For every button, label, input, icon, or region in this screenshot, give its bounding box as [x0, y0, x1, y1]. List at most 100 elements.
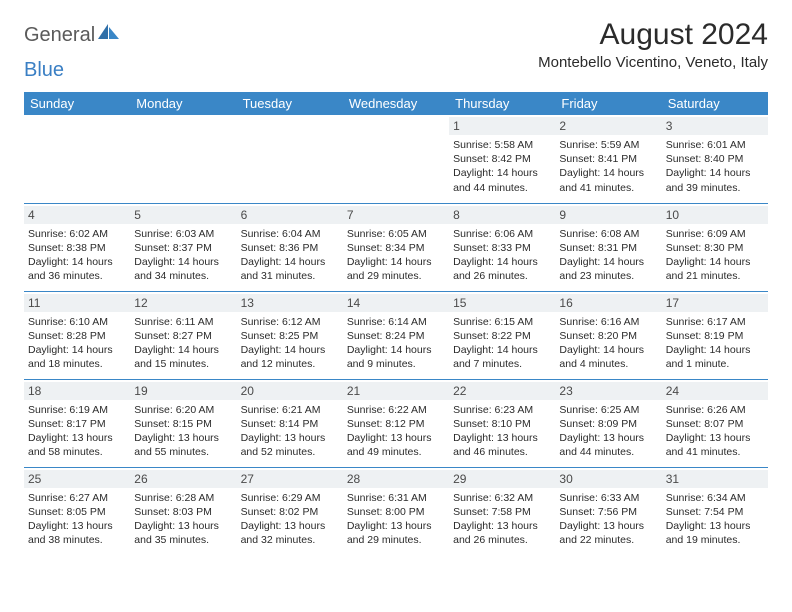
day-number: 30 [555, 470, 661, 488]
calendar-cell: 8 Sunrise: 6:06 AMSunset: 8:33 PMDaylight… [449, 203, 555, 291]
day-number: 23 [555, 382, 661, 400]
title-block: August 2024 Montebello Vicentino, Veneto… [538, 18, 768, 71]
calendar-cell: 25 Sunrise: 6:27 AMSunset: 8:05 PMDayligh… [24, 467, 130, 555]
day-info: Sunrise: 6:25 AMSunset: 8:09 PMDaylight:… [559, 403, 657, 460]
calendar-cell: 13Sunrise: 6:12 AMSunset: 8:25 PMDayligh… [237, 291, 343, 379]
day-number: 19 [130, 382, 236, 400]
day-number: 13 [237, 294, 343, 312]
calendar-cell [237, 115, 343, 203]
month-title: August 2024 [538, 18, 768, 52]
day-number: 11 [24, 294, 130, 312]
dow-tuesday: Tuesday [237, 92, 343, 115]
day-info: Sunrise: 6:17 AMSunset: 8:19 PMDaylight:… [666, 315, 764, 372]
day-info: Sunrise: 6:26 AMSunset: 8:07 PMDaylight:… [666, 403, 764, 460]
calendar-cell: 1Sunrise: 5:58 AMSunset: 8:42 PMDaylight… [449, 115, 555, 203]
day-info: Sunrise: 6:19 AMSunset: 8:17 PMDaylight:… [28, 403, 126, 460]
calendar-cell [130, 115, 236, 203]
day-info: Sunrise: 6:01 AMSunset: 8:40 PMDaylight:… [666, 138, 764, 195]
calendar-cell: 18 Sunrise: 6:19 AMSunset: 8:17 PMDayligh… [24, 379, 130, 467]
dow-wednesday: Wednesday [343, 92, 449, 115]
dow-friday: Friday [555, 92, 661, 115]
day-number: 4 [24, 206, 130, 224]
calendar-week-row: 11 Sunrise: 6:10 AMSunset: 8:28 PMDayligh… [24, 291, 768, 379]
day-info: Sunrise: 6:29 AMSunset: 8:02 PMDaylight:… [241, 491, 339, 548]
day-number: 20 [237, 382, 343, 400]
day-info: Sunrise: 6:09 AMSunset: 8:30 PMDaylight:… [666, 227, 764, 284]
day-number: 8 [449, 206, 555, 224]
day-info: Sunrise: 6:15 AMSunset: 8:22 PMDaylight:… [453, 315, 551, 372]
calendar-page: General August 2024 Montebello Vicentino… [0, 0, 792, 555]
day-number: 22 [449, 382, 555, 400]
day-info: Sunrise: 6:16 AMSunset: 8:20 PMDaylight:… [559, 315, 657, 372]
day-number: 15 [449, 294, 555, 312]
day-info: Sunrise: 6:11 AMSunset: 8:27 PMDaylight:… [134, 315, 232, 372]
day-info: Sunrise: 6:31 AMSunset: 8:00 PMDaylight:… [347, 491, 445, 548]
day-number: 28 [343, 470, 449, 488]
day-info: Sunrise: 6:21 AMSunset: 8:14 PMDaylight:… [241, 403, 339, 460]
calendar-week-row: 25 Sunrise: 6:27 AMSunset: 8:05 PMDayligh… [24, 467, 768, 555]
day-number: 17 [662, 294, 768, 312]
day-number: 26 [130, 470, 236, 488]
calendar-cell: 30 Sunrise: 6:33 AMSunset: 7:56 PMDayligh… [555, 467, 661, 555]
calendar-cell: 5Sunrise: 6:03 AMSunset: 8:37 PMDaylight… [130, 203, 236, 291]
day-number: 31 [662, 470, 768, 488]
dow-thursday: Thursday [449, 92, 555, 115]
day-number: 7 [343, 206, 449, 224]
day-info: Sunrise: 6:34 AMSunset: 7:54 PMDaylight:… [666, 491, 764, 548]
day-number: 25 [24, 470, 130, 488]
calendar-cell: 11 Sunrise: 6:10 AMSunset: 8:28 PMDayligh… [24, 291, 130, 379]
calendar-cell: 20 Sunrise: 6:21 AMSunset: 8:14 PMDayligh… [237, 379, 343, 467]
day-info: Sunrise: 6:23 AMSunset: 8:10 PMDaylight:… [453, 403, 551, 460]
day-info: Sunrise: 6:04 AMSunset: 8:36 PMDaylight:… [241, 227, 339, 284]
calendar-table: Sunday Monday Tuesday Wednesday Thursday… [24, 92, 768, 555]
day-info: Sunrise: 6:05 AMSunset: 8:34 PMDaylight:… [347, 227, 445, 284]
brand-part2: Blue [24, 59, 64, 82]
calendar-cell: 10 Sunrise: 6:09 AMSunset: 8:30 PMDayligh… [662, 203, 768, 291]
day-number: 21 [343, 382, 449, 400]
day-info: Sunrise: 6:32 AMSunset: 7:58 PMDaylight:… [453, 491, 551, 548]
day-number: 10 [662, 206, 768, 224]
day-number: 5 [130, 206, 236, 224]
calendar-cell: 19 Sunrise: 6:20 AMSunset: 8:15 PMDayligh… [130, 379, 236, 467]
calendar-cell: 16 Sunrise: 6:16 AMSunset: 8:20 PMDayligh… [555, 291, 661, 379]
day-number: 12 [130, 294, 236, 312]
day-number: 6 [237, 206, 343, 224]
calendar-cell [343, 115, 449, 203]
day-number: 27 [237, 470, 343, 488]
calendar-cell: 26 Sunrise: 6:28 AMSunset: 8:03 PMDayligh… [130, 467, 236, 555]
day-info: Sunrise: 6:27 AMSunset: 8:05 PMDaylight:… [28, 491, 126, 548]
calendar-cell: 29Sunrise: 6:32 AMSunset: 7:58 PMDayligh… [449, 467, 555, 555]
brand-part1: General [24, 24, 95, 47]
calendar-cell: 27 Sunrise: 6:29 AMSunset: 8:02 PMDayligh… [237, 467, 343, 555]
day-number: 3 [662, 117, 768, 135]
calendar-cell: 3 Sunrise: 6:01 AMSunset: 8:40 PMDaylight… [662, 115, 768, 203]
day-number: 2 [555, 117, 661, 135]
calendar-cell: 2Sunrise: 5:59 AMSunset: 8:41 PMDaylight… [555, 115, 661, 203]
dow-sunday: Sunday [24, 92, 130, 115]
day-number: 16 [555, 294, 661, 312]
calendar-cell: 23 Sunrise: 6:25 AMSunset: 8:09 PMDayligh… [555, 379, 661, 467]
calendar-cell: 4Sunrise: 6:02 AMSunset: 8:38 PMDaylight… [24, 203, 130, 291]
day-number: 14 [343, 294, 449, 312]
calendar-week-row: 1Sunrise: 5:58 AMSunset: 8:42 PMDaylight… [24, 115, 768, 203]
day-of-week-row: Sunday Monday Tuesday Wednesday Thursday… [24, 92, 768, 115]
dow-monday: Monday [130, 92, 236, 115]
calendar-cell: 28 Sunrise: 6:31 AMSunset: 8:00 PMDayligh… [343, 467, 449, 555]
calendar-cell: 12 Sunrise: 6:11 AMSunset: 8:27 PMDayligh… [130, 291, 236, 379]
day-number: 24 [662, 382, 768, 400]
calendar-cell: 24 Sunrise: 6:26 AMSunset: 8:07 PMDayligh… [662, 379, 768, 467]
day-number: 1 [449, 117, 555, 135]
day-info: Sunrise: 6:20 AMSunset: 8:15 PMDaylight:… [134, 403, 232, 460]
calendar-cell: 31 Sunrise: 6:34 AMSunset: 7:54 PMDayligh… [662, 467, 768, 555]
day-info: Sunrise: 6:10 AMSunset: 8:28 PMDaylight:… [28, 315, 126, 372]
calendar-cell: 14Sunrise: 6:14 AMSunset: 8:24 PMDayligh… [343, 291, 449, 379]
day-info: Sunrise: 6:08 AMSunset: 8:31 PMDaylight:… [559, 227, 657, 284]
day-info: Sunrise: 6:06 AMSunset: 8:33 PMDaylight:… [453, 227, 551, 284]
calendar-cell: 17 Sunrise: 6:17 AMSunset: 8:19 PMDayligh… [662, 291, 768, 379]
day-info: Sunrise: 6:28 AMSunset: 8:03 PMDaylight:… [134, 491, 232, 548]
day-number: 18 [24, 382, 130, 400]
day-info: Sunrise: 6:33 AMSunset: 7:56 PMDaylight:… [559, 491, 657, 548]
sail-icon [98, 23, 120, 46]
calendar-week-row: 4Sunrise: 6:02 AMSunset: 8:38 PMDaylight… [24, 203, 768, 291]
calendar-cell: 6 Sunrise: 6:04 AMSunset: 8:36 PMDaylight… [237, 203, 343, 291]
